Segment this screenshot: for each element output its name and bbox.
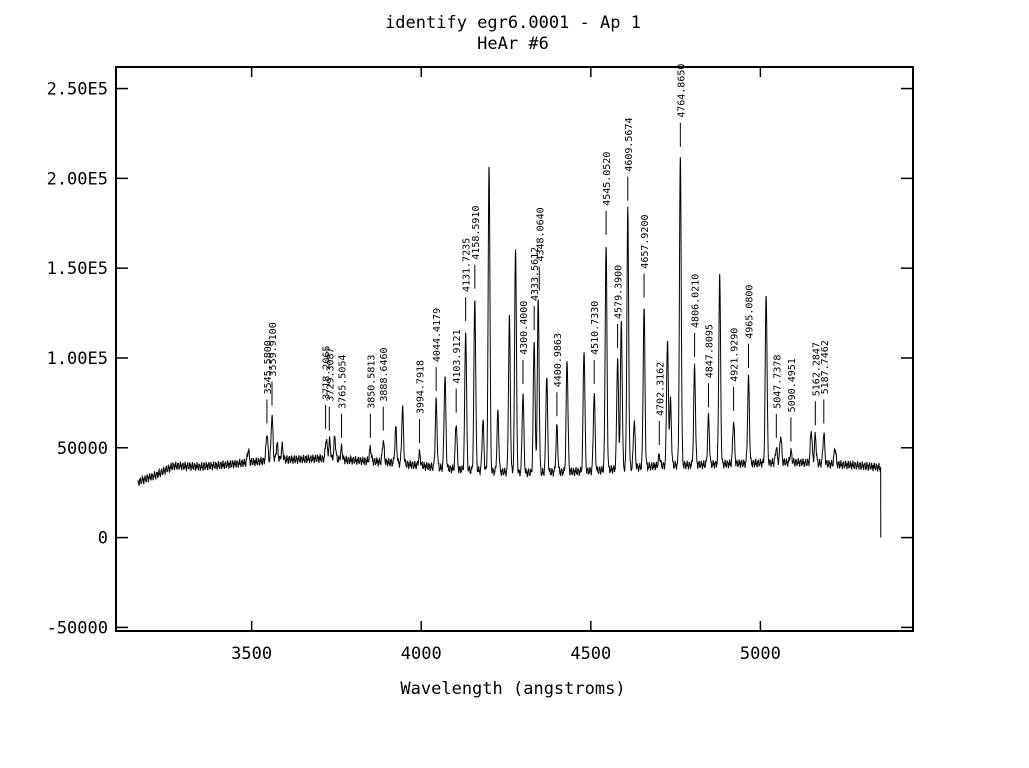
line-id-label: 4657.9200: [640, 215, 651, 269]
line-id-label: 4609.5674: [624, 118, 635, 172]
line-id-label: 4702.3162: [655, 362, 666, 416]
y-tick-label: 1.00E5: [47, 349, 108, 369]
line-id-label: 3545.5800: [263, 340, 274, 394]
line-id-label: 5162.2847: [811, 342, 822, 396]
line-id-label: 4300.4000: [519, 301, 530, 355]
chart-subtitle: HeAr #6: [477, 34, 549, 54]
line-id-label: 3765.5054: [338, 355, 349, 409]
line-id-label: 4510.7330: [590, 301, 601, 355]
line-id-label: 4847.8095: [704, 324, 715, 378]
axis-ticks: 3500 4000 4500 5000 -50000 0 50000 1.00E5 1.50E5…: [47, 67, 913, 664]
x-tick-label: 3500: [231, 644, 272, 664]
x-tick-label: 4500: [570, 644, 611, 664]
chart-title: identify egr6.0001 - Ap 1: [385, 13, 641, 33]
y-tick-label: -50000: [47, 618, 108, 638]
y-tick-label: 2.50E5: [47, 80, 108, 100]
line-id-label: 4764.8650: [676, 64, 687, 118]
y-tick-label: 0: [98, 529, 108, 549]
line-id-label: 3888.6460: [379, 347, 390, 401]
line-id-label: 3994.7918: [416, 360, 427, 414]
line-id-label: 4921.9290: [730, 328, 741, 382]
line-id-label: 4545.0520: [602, 152, 613, 206]
line-id-label: 4044.4179: [432, 308, 443, 362]
line-id-label: 4131.7235: [462, 238, 473, 292]
line-id-label: 4400.9863: [553, 333, 564, 387]
y-tick-label: 50000: [57, 439, 108, 459]
line-id-label: 5187.7462: [820, 340, 831, 394]
line-id-label: 3850.5813: [366, 355, 377, 409]
line-id-label: 4579.3900: [614, 265, 625, 319]
spectrum-line-group: [137, 156, 882, 538]
line-id-label: 4806.0210: [691, 274, 702, 328]
line-id-label: 5047.7378: [772, 355, 783, 409]
line-id-label: 3729.3087: [325, 347, 336, 401]
x-axis-label: Wavelength (angstroms): [400, 679, 625, 699]
line-id-label: 4158.5910: [471, 206, 482, 260]
line-id-label: 4103.9121: [452, 329, 463, 383]
line-id-label: 5090.4951: [787, 358, 798, 412]
line-id-label: 4348.0640: [535, 207, 546, 261]
spectrum-line: [137, 156, 882, 538]
y-tick-label: 1.50E5: [47, 259, 108, 279]
line-id-label: 3718.2065: [322, 346, 333, 400]
line-id-label: 4965.0800: [745, 285, 756, 339]
plot-frame: [115, 66, 914, 632]
line-id-label: 3559.9100: [268, 322, 279, 376]
x-tick-label: 5000: [740, 644, 781, 664]
x-tick-label: 4000: [401, 644, 442, 664]
y-tick-label: 2.00E5: [47, 169, 108, 189]
line-id-label: 4333.5612: [530, 247, 541, 301]
